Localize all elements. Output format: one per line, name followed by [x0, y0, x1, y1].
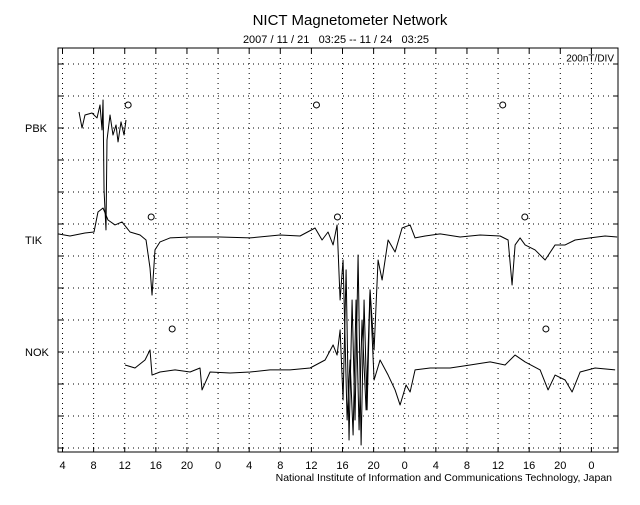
- x-tick-label: 12: [492, 460, 504, 472]
- x-tick-label: 8: [464, 460, 470, 472]
- x-tick-label: 20: [367, 460, 379, 472]
- trace-line: [78, 99, 127, 231]
- x-tick-label: 12: [119, 460, 131, 472]
- scale-label: 200nT/DIV: [566, 54, 614, 65]
- x-tick-label: 16: [336, 460, 348, 472]
- x-tick-label: 20: [554, 460, 566, 472]
- time-marker: [147, 213, 155, 221]
- x-tick-label: 16: [523, 460, 535, 472]
- trace-line: [57, 207, 618, 436]
- x-tick-label: 0: [402, 460, 408, 472]
- x-tick-label: 0: [588, 460, 594, 472]
- x-tick-label: 4: [59, 460, 65, 472]
- time-marker: [124, 101, 132, 109]
- time-marker: [499, 101, 507, 109]
- x-tick-label: 20: [181, 460, 193, 472]
- x-tick-label: 12: [305, 460, 317, 472]
- chart-subtitle: 2007 / 11 / 21 03:25 -- 11 / 24 03:25: [243, 34, 429, 46]
- x-tick-label: 4: [246, 460, 252, 472]
- x-tick-label: 16: [150, 460, 162, 472]
- station-label: NOK: [25, 347, 50, 359]
- plot-frame: [57, 47, 619, 453]
- time-marker: [333, 213, 341, 221]
- chart-title: NICT Magnetometer Network: [253, 12, 448, 29]
- footer: National Institute of Information and Co…: [276, 472, 613, 484]
- station-label: TIK: [25, 235, 43, 247]
- x-tick-label: 8: [277, 460, 283, 472]
- x-tick-label: 4: [433, 460, 439, 472]
- x-tick-label: 8: [91, 460, 97, 472]
- time-marker: [521, 213, 529, 221]
- time-marker: [312, 101, 320, 109]
- x-tick-label: 0: [215, 460, 221, 472]
- time-marker: [542, 325, 550, 333]
- trace-line: [124, 254, 616, 446]
- time-marker: [168, 325, 176, 333]
- station-label: PBK: [25, 123, 48, 135]
